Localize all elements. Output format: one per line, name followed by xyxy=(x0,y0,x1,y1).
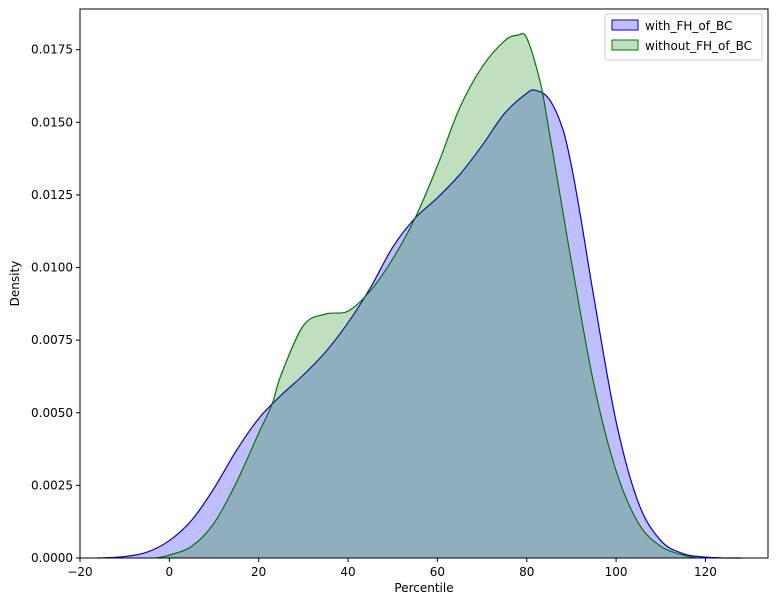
y-tick-label: 0.0000 xyxy=(31,551,73,565)
y-tick-label: 0.0150 xyxy=(31,115,73,129)
x-tick-label: 120 xyxy=(694,565,717,579)
series-line-with-fh-of-bc xyxy=(97,89,742,559)
y-tick-label: 0.0125 xyxy=(31,188,73,202)
x-tick-label: −20 xyxy=(67,565,92,579)
series-layer xyxy=(97,32,742,559)
plot-frame xyxy=(79,8,769,559)
series-fill-with-fh-of-bc xyxy=(97,89,742,558)
x-tick-label: 40 xyxy=(340,565,355,579)
x-tick-label: 0 xyxy=(166,565,174,579)
x-tick-label: 80 xyxy=(519,565,534,579)
series-fill-without-fh-of-bc xyxy=(155,33,697,558)
x-tick-label: 100 xyxy=(605,565,628,579)
legend-swatch-without-fh-of-bc xyxy=(611,39,639,51)
series-line-without-fh-of-bc xyxy=(155,32,697,559)
legend: with_FH_of_BC without_FH_of_BC xyxy=(604,13,763,61)
legend-box xyxy=(604,13,763,61)
legend-label-without-fh-of-bc: without_FH_of_BC xyxy=(645,39,752,53)
x-axis: −20 0 20 40 60 80 100 120 xyxy=(67,558,717,579)
x-tick-label: 60 xyxy=(430,565,445,579)
y-tick-label: 0.0075 xyxy=(31,333,73,347)
y-tick-label: 0.0050 xyxy=(31,406,73,420)
y-tick-label: 0.0025 xyxy=(31,478,73,492)
y-axis-label: Density xyxy=(8,261,22,307)
x-axis-label: Percentile xyxy=(394,581,453,595)
y-axis: 0.0000 0.0025 0.0050 0.0075 0.0100 0.0125 0.01… xyxy=(31,43,80,565)
legend-label-with-fh-of-bc: with_FH_of_BC xyxy=(645,19,732,33)
y-tick-label: 0.0175 xyxy=(31,43,73,57)
y-tick-label: 0.0100 xyxy=(31,261,73,275)
x-tick-label: 20 xyxy=(251,565,266,579)
legend-swatch-with-fh-of-bc xyxy=(611,19,639,31)
